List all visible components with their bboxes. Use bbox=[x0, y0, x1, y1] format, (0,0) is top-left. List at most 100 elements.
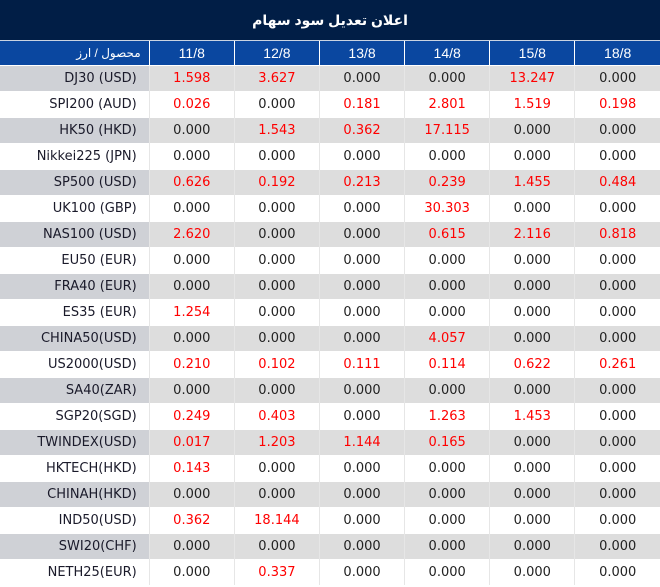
table-row: CHINA50(USD) 0.000 0.000 0.000 4.057 0.000 0.0… bbox=[0, 325, 660, 352]
dividend-value-cell: 0.000 bbox=[233, 273, 320, 300]
dividend-value-cell: 0.000 bbox=[574, 299, 660, 326]
dividend-value-cell: 0.000 bbox=[233, 533, 320, 560]
product-name-cell: SA40(ZAR) bbox=[0, 377, 150, 404]
dividend-value-cell: 0.000 bbox=[148, 481, 235, 508]
dividend-value-cell: 0.000 bbox=[489, 429, 575, 456]
dividend-value-cell: 0.000 bbox=[233, 91, 320, 118]
table-row: IND50(USD) 0.362 18.144 0.000 0.000 0.000 0.00… bbox=[0, 507, 660, 534]
dividend-value-cell: 0.000 bbox=[489, 455, 575, 482]
dividend-value-cell: 0.000 bbox=[489, 143, 575, 170]
table-row: SWI20(CHF) 0.000 0.000 0.000 0.000 0.000 0.000 bbox=[0, 533, 660, 560]
dividend-value-cell: 18.144 bbox=[233, 507, 320, 534]
dividend-value-cell: 0.000 bbox=[233, 195, 320, 222]
dividend-value-cell: 2.116 bbox=[489, 221, 575, 248]
column-header-product: محصول / ارز bbox=[0, 41, 150, 66]
dividend-value-cell: 0.192 bbox=[233, 169, 320, 196]
dividend-value-cell: 0.000 bbox=[404, 247, 490, 274]
product-name-cell: ES35 (EUR) bbox=[0, 299, 150, 326]
product-name-cell: SWI20(CHF) bbox=[0, 533, 150, 560]
dividend-value-cell: 0.337 bbox=[233, 559, 320, 585]
dividend-value-cell: 0.143 bbox=[148, 455, 235, 482]
dividend-value-cell: 0.249 bbox=[148, 403, 235, 430]
product-name-cell: SPI200 (AUD) bbox=[0, 91, 150, 118]
dividend-value-cell: 0.198 bbox=[574, 91, 660, 118]
table-row: NETH25(EUR) 0.000 0.337 0.000 0.000 0.000 0.00… bbox=[0, 559, 660, 585]
dividend-value-cell: 0.000 bbox=[318, 377, 405, 404]
dividend-value-cell: 0.000 bbox=[233, 299, 320, 326]
dividend-value-cell: 0.181 bbox=[318, 91, 405, 118]
dividend-value-cell: 0.000 bbox=[318, 403, 405, 430]
dividend-value-cell: 0.000 bbox=[318, 559, 405, 585]
dividend-value-cell: 0.102 bbox=[233, 351, 320, 378]
dividend-value-cell: 0.000 bbox=[318, 325, 405, 352]
column-header-date: 18/8 bbox=[574, 41, 660, 66]
dividend-value-cell: 0.026 bbox=[148, 91, 235, 118]
column-header-date: 11/8 bbox=[148, 41, 235, 66]
dividend-value-cell: 0.000 bbox=[148, 247, 235, 274]
dividend-value-cell: 0.000 bbox=[233, 481, 320, 508]
dividend-value-cell: 0.000 bbox=[404, 481, 490, 508]
dividend-value-cell: 0.000 bbox=[318, 247, 405, 274]
dividend-value-cell: 0.626 bbox=[148, 169, 235, 196]
dividend-value-cell: 0.362 bbox=[148, 507, 235, 534]
table-row: Nikkei225 (JPN) 0.000 0.000 0.000 0.000 0.000… bbox=[0, 143, 660, 170]
dividend-value-cell: 0.000 bbox=[318, 143, 405, 170]
dividend-value-cell: 0.000 bbox=[148, 533, 235, 560]
product-name-cell: NETH25(EUR) bbox=[0, 559, 150, 585]
dividend-value-cell: 0.000 bbox=[318, 273, 405, 300]
column-header-date: 14/8 bbox=[404, 41, 490, 66]
dividend-value-cell: 0.000 bbox=[148, 117, 235, 144]
dividend-value-cell: 0.000 bbox=[148, 273, 235, 300]
dividend-value-cell: 0.000 bbox=[233, 247, 320, 274]
dividend-value-cell: 0.000 bbox=[489, 195, 575, 222]
product-name-cell: SP500 (USD) bbox=[0, 169, 150, 196]
dividend-value-cell: 0.000 bbox=[404, 377, 490, 404]
column-header-date: 15/8 bbox=[489, 41, 575, 66]
dividend-value-cell: 4.057 bbox=[404, 325, 490, 352]
dividend-value-cell: 1.203 bbox=[233, 429, 320, 456]
dividend-value-cell: 1.263 bbox=[404, 403, 490, 430]
dividend-value-cell: 0.000 bbox=[233, 455, 320, 482]
dividend-value-cell: 0.615 bbox=[404, 221, 490, 248]
product-name-cell: TWINDEX(USD) bbox=[0, 429, 150, 456]
dividend-value-cell: 1.455 bbox=[489, 169, 575, 196]
dividend-value-cell: 0.213 bbox=[318, 169, 405, 196]
dividend-value-cell: 0.000 bbox=[489, 533, 575, 560]
header-row: محصول / ارز 11/8 12/8 13/8 14/8 15/8 18/… bbox=[0, 41, 660, 66]
dividend-value-cell: 0.111 bbox=[318, 351, 405, 378]
dividend-value-cell: 0.000 bbox=[489, 117, 575, 144]
dividend-value-cell: 0.000 bbox=[148, 325, 235, 352]
table-row: SA40(ZAR) 0.000 0.000 0.000 0.000 0.000 0.000 bbox=[0, 377, 660, 404]
dividend-value-cell: 30.303 bbox=[404, 195, 490, 222]
dividend-value-cell: 1.254 bbox=[148, 299, 235, 326]
dividend-value-cell: 0.403 bbox=[233, 403, 320, 430]
dividend-value-cell: 2.801 bbox=[404, 91, 490, 118]
dividend-value-cell: 1.144 bbox=[318, 429, 405, 456]
dividend-value-cell: 0.000 bbox=[148, 377, 235, 404]
dividend-value-cell: 0.000 bbox=[318, 507, 405, 534]
product-name-cell: UK100 (GBP) bbox=[0, 195, 150, 222]
dividend-value-cell: 0.000 bbox=[574, 65, 660, 92]
table-row: SP500 (USD) 0.626 0.192 0.213 0.239 1.455 0.48… bbox=[0, 169, 660, 196]
dividend-value-cell: 0.000 bbox=[574, 429, 660, 456]
product-name-cell: US2000(USD) bbox=[0, 351, 150, 378]
product-name-cell: CHINA50(USD) bbox=[0, 325, 150, 352]
dividend-value-cell: 0.000 bbox=[489, 325, 575, 352]
dividend-value-cell: 0.000 bbox=[489, 299, 575, 326]
column-header-date: 13/8 bbox=[318, 41, 405, 66]
dividend-value-cell: 1.519 bbox=[489, 91, 575, 118]
dividend-value-cell: 0.000 bbox=[574, 247, 660, 274]
dividend-value-cell: 0.000 bbox=[318, 533, 405, 560]
dividend-value-cell: 0.000 bbox=[404, 299, 490, 326]
dividend-value-cell: 0.818 bbox=[574, 221, 660, 248]
product-name-cell: IND50(USD) bbox=[0, 507, 150, 534]
table-row: SGP20(SGD) 0.249 0.403 0.000 1.263 1.453 0.000 bbox=[0, 403, 660, 430]
dividend-value-cell: 0.000 bbox=[318, 195, 405, 222]
dividend-value-cell: 0.000 bbox=[574, 325, 660, 352]
table-row: TWINDEX(USD) 0.017 1.203 1.144 0.165 0.000 0.0… bbox=[0, 429, 660, 456]
dividend-value-cell: 0.000 bbox=[574, 559, 660, 585]
dividend-value-cell: 0.000 bbox=[574, 377, 660, 404]
dividend-value-cell: 1.598 bbox=[148, 65, 235, 92]
table-row: CHINAH(HKD) 0.000 0.000 0.000 0.000 0.000 0.00… bbox=[0, 481, 660, 508]
dividend-value-cell: 0.017 bbox=[148, 429, 235, 456]
